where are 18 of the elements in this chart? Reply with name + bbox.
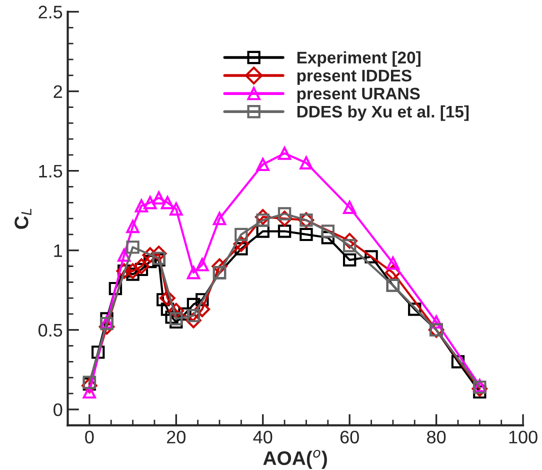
y-axis-title: C$_{L}$: [14, 208, 32, 229]
y-tick-label: 2.5: [38, 6, 62, 18]
y-tick-label: 1: [54, 244, 62, 257]
y-tick-label: 0: [54, 403, 62, 416]
x-tick-label: 60: [340, 430, 359, 444]
y-tick-label: 0.5: [38, 324, 62, 337]
x-axis-title: AOA($^{o}$): [263, 450, 327, 469]
legend-label: DDES by Xu et al. [15]: [297, 105, 469, 121]
legend-label: present IDDES: [297, 70, 412, 85]
y-tick-label: 1.5: [39, 164, 62, 178]
x-tick-label: 20: [167, 430, 186, 444]
legend-label: present URANS: [297, 88, 420, 103]
x-tick-label: 80: [427, 430, 446, 444]
x-tick-label: 40: [253, 430, 272, 444]
x-tick-label: 0: [85, 430, 94, 444]
legend-label: Experiment [20]: [297, 51, 420, 67]
y-tick-label: 2: [54, 85, 62, 98]
x-tick-label: 100: [509, 430, 538, 444]
